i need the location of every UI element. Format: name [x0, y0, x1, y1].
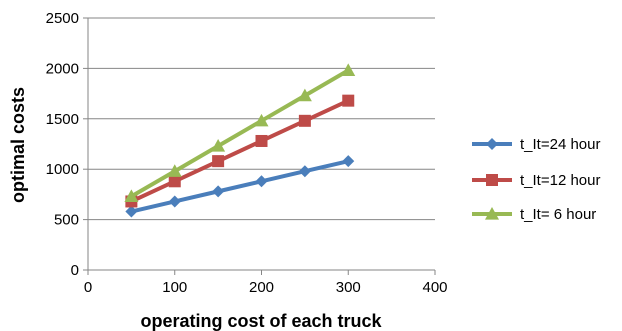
data-point — [167, 164, 182, 177]
y-axis-title: optimal costs — [8, 87, 28, 203]
series-line — [130, 68, 350, 199]
data-point — [342, 155, 355, 168]
data-point — [168, 195, 181, 208]
series-1 — [125, 155, 355, 218]
data-point — [297, 88, 312, 102]
legend: t_It=24 hour t_It=12 hour t_It= 6 hour — [472, 136, 600, 223]
x-tick-label: 300 — [336, 279, 361, 296]
x-tick-labels: 0 100 200 300 400 — [84, 279, 448, 296]
legend-label: t_It=24 hour — [520, 136, 600, 153]
data-point — [125, 205, 138, 218]
legend-label: t_It=12 hour — [520, 172, 600, 189]
x-tick-label: 200 — [249, 279, 274, 296]
y-tick-label: 0 — [71, 262, 79, 279]
y-tick-labels: 0 500 1000 1500 2000 2500 — [46, 10, 79, 279]
x-axis-title: operating cost of each truck — [140, 311, 382, 331]
y-tick-label: 2000 — [46, 60, 79, 77]
x-tick-label: 400 — [422, 279, 447, 296]
y-tick-label: 1500 — [46, 111, 79, 128]
data-point — [124, 189, 139, 203]
x-tick-label: 0 — [84, 279, 92, 296]
legend-marker — [486, 174, 498, 186]
y-tick-label: 500 — [54, 212, 79, 229]
data-point — [298, 114, 311, 127]
axes — [83, 17, 436, 275]
data-point — [255, 175, 268, 188]
series-line — [130, 159, 349, 214]
data-point — [341, 63, 356, 77]
data-point — [168, 175, 181, 188]
data-point — [254, 113, 269, 127]
data-point — [342, 94, 355, 107]
data-point — [255, 134, 268, 147]
data-point — [212, 155, 225, 168]
series-layer — [124, 63, 356, 218]
legend-label: t_It= 6 hour — [520, 206, 596, 223]
legend-marker — [486, 138, 498, 150]
legend-item: t_It= 6 hour — [472, 206, 596, 223]
y-tick-label: 1000 — [46, 161, 79, 178]
series-3 — [124, 63, 356, 203]
legend-marker — [485, 207, 499, 220]
data-point — [211, 139, 226, 152]
series-line — [130, 98, 350, 204]
series-2 — [125, 94, 355, 208]
legend-item: t_It=24 hour — [472, 136, 600, 153]
y-tick-label: 2500 — [46, 10, 79, 27]
data-point — [298, 165, 311, 178]
legend-item: t_It=12 hour — [472, 172, 600, 189]
data-point — [212, 185, 225, 198]
x-tick-label: 100 — [162, 279, 187, 296]
